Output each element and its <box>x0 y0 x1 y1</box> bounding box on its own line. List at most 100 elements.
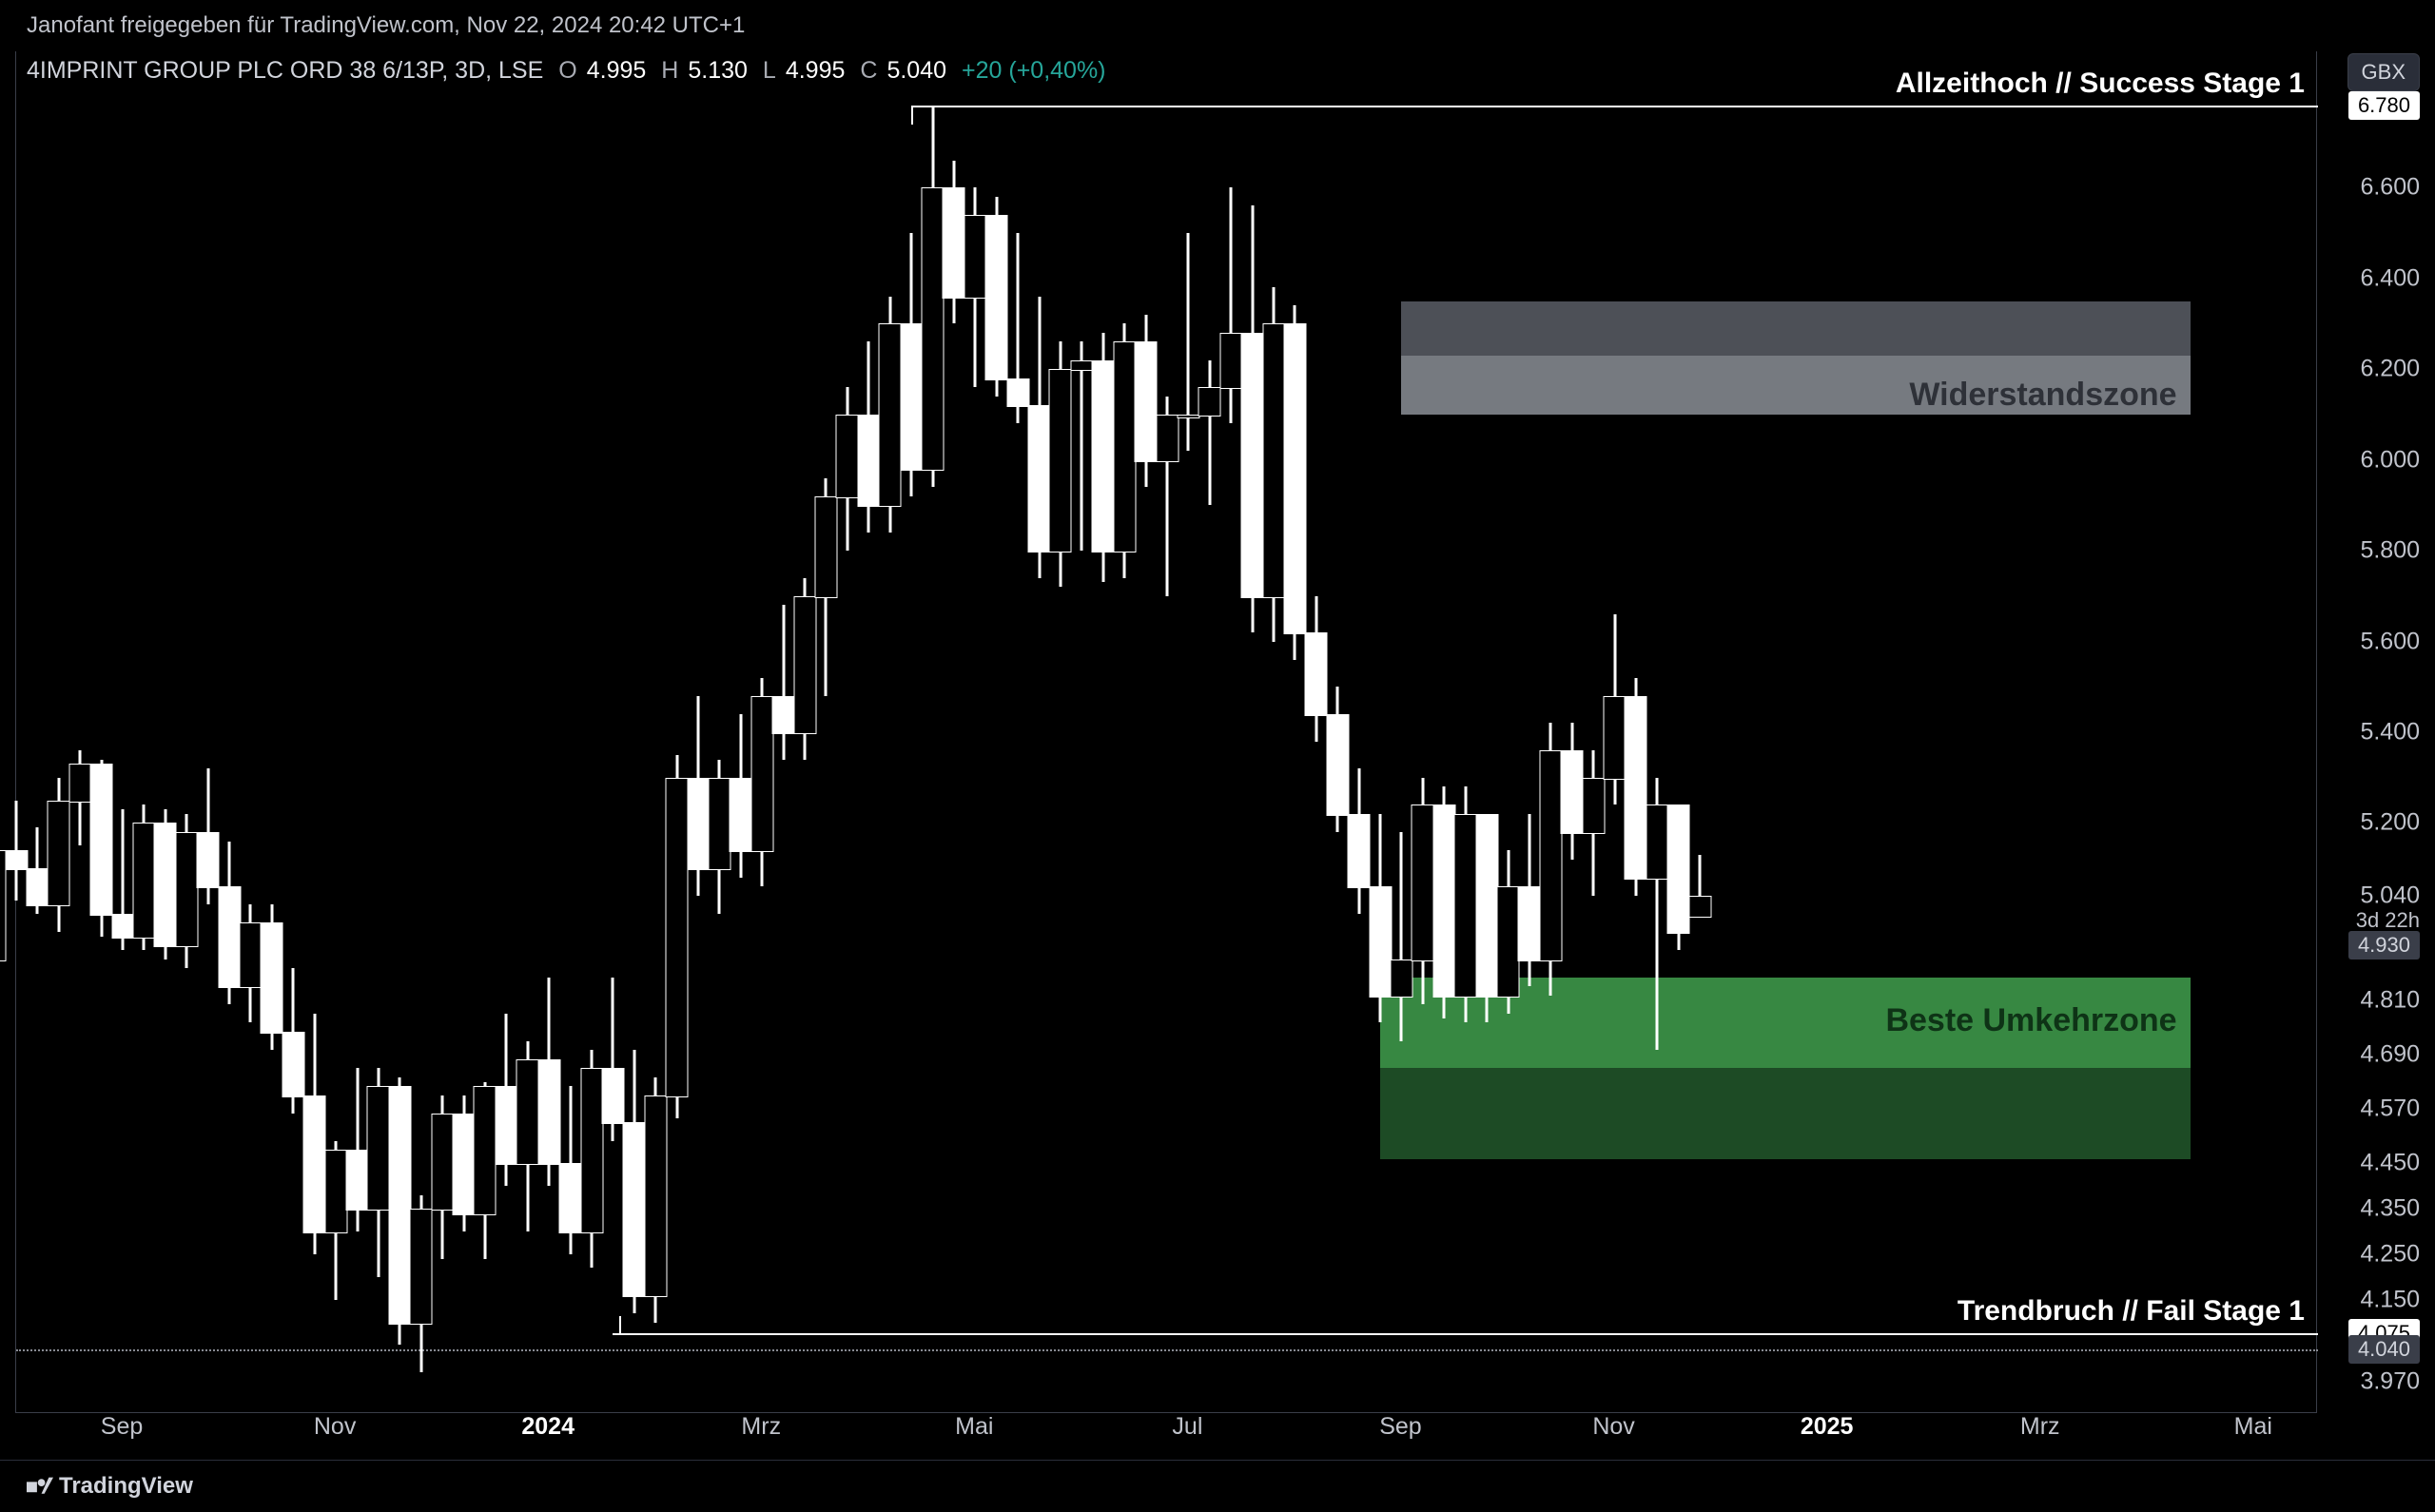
candle[interactable] <box>761 678 764 887</box>
candle[interactable] <box>79 750 82 845</box>
candle[interactable] <box>612 978 614 1141</box>
candle[interactable] <box>1592 750 1595 896</box>
candle[interactable] <box>1208 360 1211 506</box>
candle[interactable] <box>654 1077 657 1323</box>
time-axis[interactable]: SepNov2024MrzMaiJulSepNov2025MrzMai <box>15 1413 2317 1461</box>
candle[interactable] <box>1613 614 1616 804</box>
candle[interactable] <box>270 904 273 1050</box>
candle[interactable] <box>675 755 678 1118</box>
candle[interactable] <box>1230 187 1233 423</box>
candle[interactable] <box>356 1068 359 1231</box>
candle[interactable] <box>313 1014 316 1254</box>
candle[interactable] <box>1443 786 1446 1018</box>
resistance-zone-upper[interactable] <box>1401 301 2190 356</box>
candle[interactable] <box>419 1195 422 1372</box>
candle[interactable] <box>1187 233 1190 451</box>
candle[interactable] <box>804 578 807 760</box>
reversal-zone-lower[interactable] <box>1380 1068 2190 1158</box>
price-tick: 4.570 <box>2360 1095 2420 1123</box>
candle[interactable] <box>1421 778 1424 1005</box>
candle[interactable] <box>1166 397 1169 596</box>
candle[interactable] <box>846 387 848 551</box>
candle[interactable] <box>1144 315 1147 487</box>
time-tick: Sep <box>101 1413 143 1441</box>
candle[interactable] <box>995 197 998 397</box>
candle[interactable] <box>462 1095 465 1231</box>
candle[interactable] <box>825 478 828 696</box>
candle[interactable] <box>441 1095 444 1259</box>
candle[interactable] <box>1400 832 1403 1041</box>
candle[interactable] <box>1059 341 1062 587</box>
candle[interactable] <box>1570 723 1573 859</box>
candle[interactable] <box>867 341 870 532</box>
trendbruch-start-line <box>619 1316 621 1333</box>
candle[interactable] <box>1081 341 1083 551</box>
price-tick: 5.040 <box>2360 882 2420 909</box>
candle[interactable] <box>36 827 39 914</box>
candle[interactable] <box>718 760 721 914</box>
candle[interactable] <box>1699 855 1702 916</box>
candle[interactable] <box>1101 333 1104 583</box>
candle[interactable] <box>206 768 209 904</box>
candle[interactable] <box>548 978 551 1187</box>
candle[interactable] <box>399 1077 401 1346</box>
candle[interactable] <box>1357 768 1360 914</box>
candle[interactable] <box>249 904 252 1022</box>
time-tick: Nov <box>1592 1413 1634 1441</box>
candle[interactable] <box>931 106 934 487</box>
candle[interactable] <box>1038 297 1041 578</box>
allzeithoch-line[interactable] <box>911 106 2318 107</box>
candle[interactable] <box>1528 814 1530 986</box>
price-tick: 3.970 <box>2360 1367 2420 1395</box>
candle[interactable] <box>569 1086 572 1254</box>
candle[interactable] <box>974 187 977 387</box>
candle[interactable] <box>1123 323 1126 577</box>
price-tick: 5.200 <box>2360 809 2420 837</box>
candle[interactable] <box>591 1050 594 1268</box>
time-tick: 2025 <box>1801 1413 1854 1441</box>
candle[interactable] <box>952 161 955 324</box>
candle[interactable] <box>910 233 913 496</box>
candle[interactable] <box>164 809 166 960</box>
candle[interactable] <box>697 696 700 896</box>
candle[interactable] <box>1017 233 1020 423</box>
candle[interactable] <box>1656 778 1659 1050</box>
candle[interactable] <box>1677 804 1680 950</box>
candle[interactable] <box>1294 305 1296 659</box>
candle[interactable] <box>888 297 891 533</box>
candle[interactable] <box>377 1068 380 1277</box>
price-chart[interactable]: WiderstandszoneBeste UmkehrzoneAllzeitho… <box>15 51 2317 1413</box>
candle[interactable] <box>143 804 146 950</box>
tradingview-logo[interactable]: TradingView <box>27 1473 193 1500</box>
candle[interactable] <box>1486 814 1489 1023</box>
price-tick: 4.350 <box>2360 1195 2420 1223</box>
candle[interactable] <box>292 968 295 1114</box>
candle[interactable] <box>185 814 188 968</box>
candle[interactable] <box>1273 287 1276 641</box>
tradingview-icon <box>27 1473 53 1500</box>
candle[interactable] <box>1507 850 1510 1014</box>
candle[interactable] <box>335 1141 338 1300</box>
candle[interactable] <box>228 842 231 1005</box>
time-tick: Mai <box>2234 1413 2272 1441</box>
price-tick: 4.250 <box>2360 1240 2420 1268</box>
candle[interactable] <box>1379 814 1382 1023</box>
candle[interactable] <box>100 760 103 937</box>
candle[interactable] <box>526 1041 529 1231</box>
price-axis[interactable]: 6.6006.4006.2006.0005.8005.6005.4005.200… <box>2317 51 2435 1413</box>
candle[interactable] <box>782 605 785 759</box>
candle[interactable] <box>483 1082 486 1259</box>
candle[interactable] <box>633 1050 635 1313</box>
candle[interactable] <box>1634 678 1637 896</box>
candle[interactable] <box>57 778 60 932</box>
candle[interactable] <box>1549 723 1552 995</box>
trendbruch-line[interactable] <box>613 1333 2318 1335</box>
candle[interactable] <box>1315 596 1317 742</box>
candle[interactable] <box>1336 687 1339 832</box>
candle[interactable] <box>739 714 742 878</box>
candle[interactable] <box>1251 205 1254 632</box>
candle[interactable] <box>15 801 18 901</box>
candle[interactable] <box>1464 786 1467 1022</box>
candle[interactable] <box>505 1014 508 1186</box>
candle[interactable] <box>122 809 125 950</box>
